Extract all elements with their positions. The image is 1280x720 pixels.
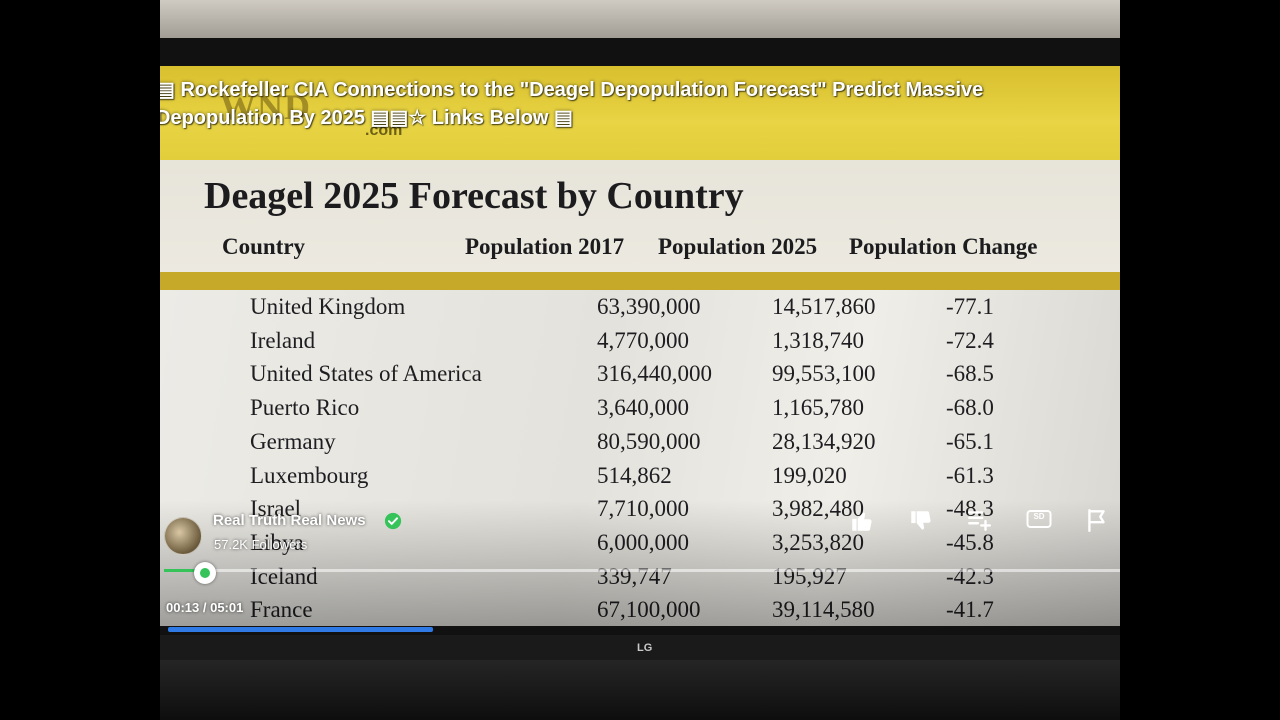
site-watermark-suffix: .com [365,122,403,139]
cell-population-2017: 63,390,000 [597,294,701,319]
monitor-brand-logo: LG [637,642,653,654]
wall [160,0,1120,40]
cell-population-2017: 67,100,000 [597,597,701,623]
channel-avatar[interactable] [164,517,202,555]
quality-button[interactable]: SD [1026,509,1052,529]
buffer-indicator [168,627,433,632]
playback-time: 00:13 / 05:01 [166,600,244,615]
cell-population-2025: 99,553,100 [772,361,876,387]
cell-population-2025: 3,982,480 [772,496,864,522]
report-flag-icon[interactable] [1084,507,1110,533]
cell-population-2025: 195,927 [772,563,847,589]
cell-country: Ireland [250,327,316,353]
cell-population-change: -77.1 [946,294,994,319]
cell-population-2017: 6,000,000 [597,529,689,555]
cell-country: United States of America [250,361,482,387]
cell-population-2017: 339,747 [597,563,672,589]
cell-population-2017: 80,590,000 [597,428,701,454]
header-banner [160,66,1120,160]
video-title: ▤ Rockefeller CIA Connections to the "De… [160,76,1056,132]
cell-country: Israel [250,496,302,522]
cell-population-change: -68.0 [946,395,994,421]
cell-population-2025: 1,165,780 [772,395,864,421]
cell-population-2025: 1,318,740 [772,327,864,353]
cell-country: Puerto Rico [250,395,360,421]
quality-frame-icon [1026,510,1052,528]
cell-population-2017: 7,710,000 [597,496,689,522]
cell-population-2017: 316,440,000 [597,361,712,387]
monitor-screen: WND .com ▤ Rockefeller CIA Connections t… [160,66,1120,626]
verified-badge-icon [384,512,402,530]
cell-population-2025: 14,517,860 [772,294,876,319]
video-title-line-2: Depopulation By 2025 ▤▤☆ Links Below ▤ [160,107,573,129]
site-watermark: WND [220,87,311,127]
cell-population-2025: 28,134,920 [772,428,876,454]
cell-country: Iceland [250,563,318,589]
cell-country: Germany [250,428,336,454]
cell-population-change: -65.1 [946,428,994,454]
header-population-2025: Population 2025 [658,234,818,259]
progress-track[interactable] [164,569,1120,572]
header-population-2017: Population 2017 [465,234,625,259]
cell-population-change: -61.3 [946,462,994,488]
cell-country: Luxembourg [250,462,369,488]
cell-population-change: -42.3 [946,563,994,589]
cell-country: France [250,597,313,623]
cell-population-change: -45.8 [946,529,994,555]
quality-badge: SD [1033,512,1045,521]
progress-thumb[interactable] [194,562,217,584]
cell-population-2017: 514,862 [597,462,672,488]
channel-name[interactable]: Real Truth Real News [213,512,366,529]
header-divider [160,272,1120,290]
video-title-line-1: ▤ Rockefeller CIA Connections to the "De… [160,79,984,101]
cell-population-2017: 3,640,000 [597,395,689,421]
cell-population-change: -72.4 [946,327,994,353]
monitor-stand-area [160,660,1120,720]
cell-population-2025: 39,114,580 [772,597,875,623]
monitor-bezel [160,38,1120,68]
header-country: Country [222,234,306,259]
cell-population-change: -41.7 [946,597,994,623]
header-population-change: Population Change [849,234,1038,259]
progress-fill [164,569,206,572]
add-to-playlist-icon[interactable] [966,507,992,533]
like-icon[interactable] [849,508,875,534]
cell-country: United Kingdom [250,294,406,319]
cell-population-2025: 3,253,820 [772,529,864,555]
followers-count: 57.2K Followers [214,537,308,552]
document-title: Deagel 2025 Forecast by Country [204,175,744,217]
cell-country: Libya [250,529,304,555]
cell-population-change: -68.5 [946,361,994,387]
dislike-icon[interactable] [908,508,934,534]
photo-background: WND .com ▤ Rockefeller CIA Connections t… [160,0,1120,720]
cell-population-2017: 4,770,000 [597,327,689,353]
cell-population-2025: 199,020 [772,462,847,488]
